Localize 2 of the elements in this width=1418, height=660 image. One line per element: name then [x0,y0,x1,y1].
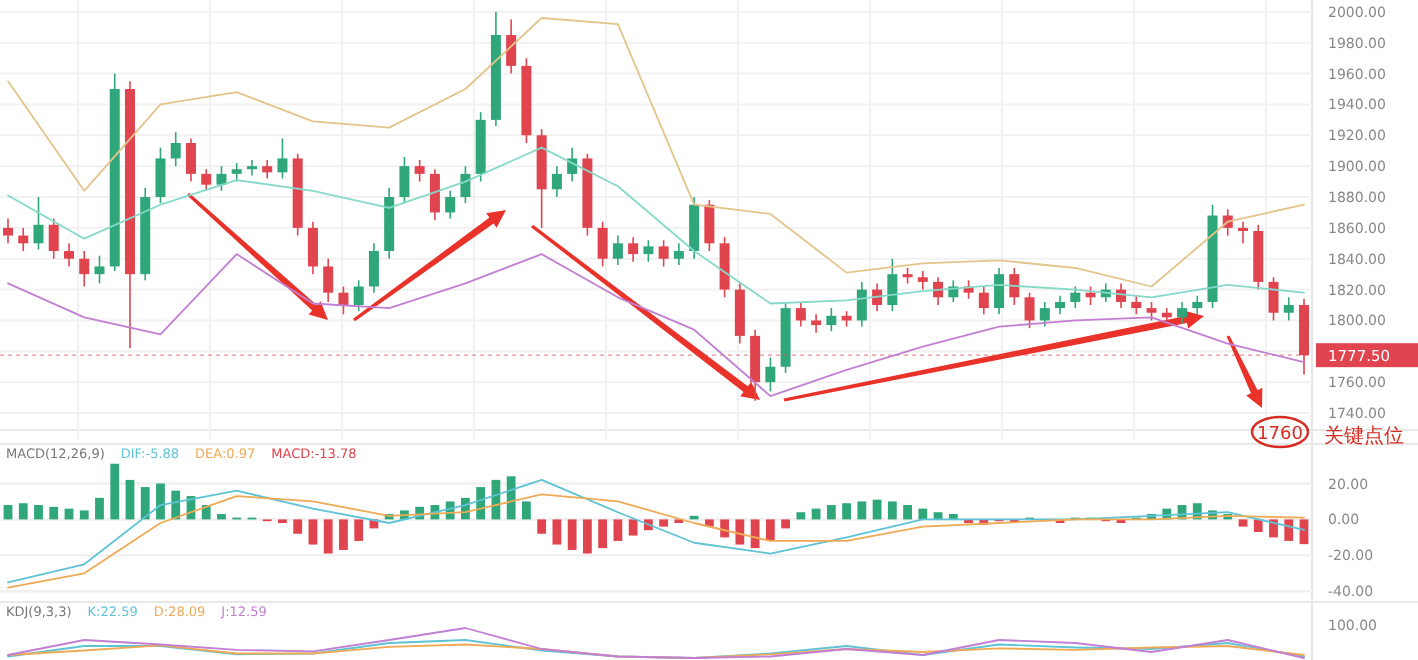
text: 关键点位 [1324,424,1404,448]
annotation: 1760 [1257,425,1304,445]
